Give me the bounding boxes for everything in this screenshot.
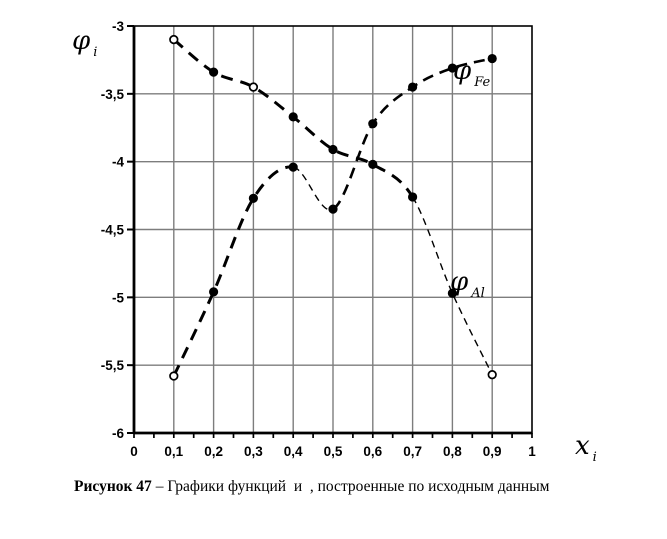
data-point-phi_Al [169,34,179,45]
series-label-fe-subscript: Fe [474,75,491,90]
data-point-phi_Al [408,192,418,202]
x-tick-label: 0 [130,444,138,459]
data-point-phi_Al [368,159,378,169]
curve-phi_Fe [172,165,294,377]
data-point-phi_Fe [487,53,497,64]
data-point-phi_Fe [447,63,457,73]
x-tick-label: 0,8 [443,444,462,459]
data-point-phi_Fe [408,82,418,92]
curve-phi_Al [412,196,493,375]
x-tick-label: 0,5 [324,444,343,459]
data-point-phi_Al [209,67,219,77]
x-tick-label: 0,1 [164,444,183,459]
data-point-phi_Al [288,112,298,122]
x-axis-label-symbol: x [575,431,590,461]
figure-caption-number: Рисунок 47 [74,478,152,495]
data-point-phi_Fe [248,193,258,203]
x-tick-label: 0,9 [483,444,502,459]
y-axis-label-symbol: φ [72,26,91,56]
series-label-fe-symbol: φ [453,56,472,86]
data-point-phi_Fe [368,119,378,129]
data-point-phi_Al [248,82,259,92]
series-label-al: φ Al [450,267,485,300]
x-tick-label: 0,7 [403,444,422,459]
x-tick-label: 0,2 [204,444,223,459]
figure-caption: Рисунок 47 – Графики функций и , построе… [74,478,634,496]
figure-caption-text: – Графики функций и , построенные по исх… [151,478,550,495]
curve-phi_Fe [292,166,334,211]
y-tick-label: -5,5 [101,358,125,373]
y-tick-label: -3,5 [101,87,125,102]
y-tick-label: -4 [112,155,124,170]
x-axis-label-subscript: i [592,450,597,465]
data-point-phi_Al [487,370,497,380]
y-axis-label-subscript: i [93,45,98,60]
y-tick-label: -3 [112,19,124,34]
y-tick-label: -6 [112,426,124,441]
series-label-fe: φ Fe [453,56,490,89]
data-point-phi_Al [328,144,338,155]
data-point-phi_Fe [169,371,179,381]
y-tick-label: -4,5 [101,223,125,238]
series-label-al-subscript: Al [471,286,485,301]
x-tick-label: 1 [528,444,536,459]
data-point-phi_Fe [288,162,298,172]
x-tick-label: 0,3 [244,444,263,459]
data-point-phi_Al [447,288,457,298]
data-point-phi_Fe [328,204,338,214]
x-tick-label: 0,4 [284,444,303,459]
y-tick-label: -5 [112,290,124,305]
data-point-phi_Fe [209,287,219,297]
x-tick-label: 0,6 [363,444,382,459]
series-label-al-symbol: φ [450,267,469,297]
